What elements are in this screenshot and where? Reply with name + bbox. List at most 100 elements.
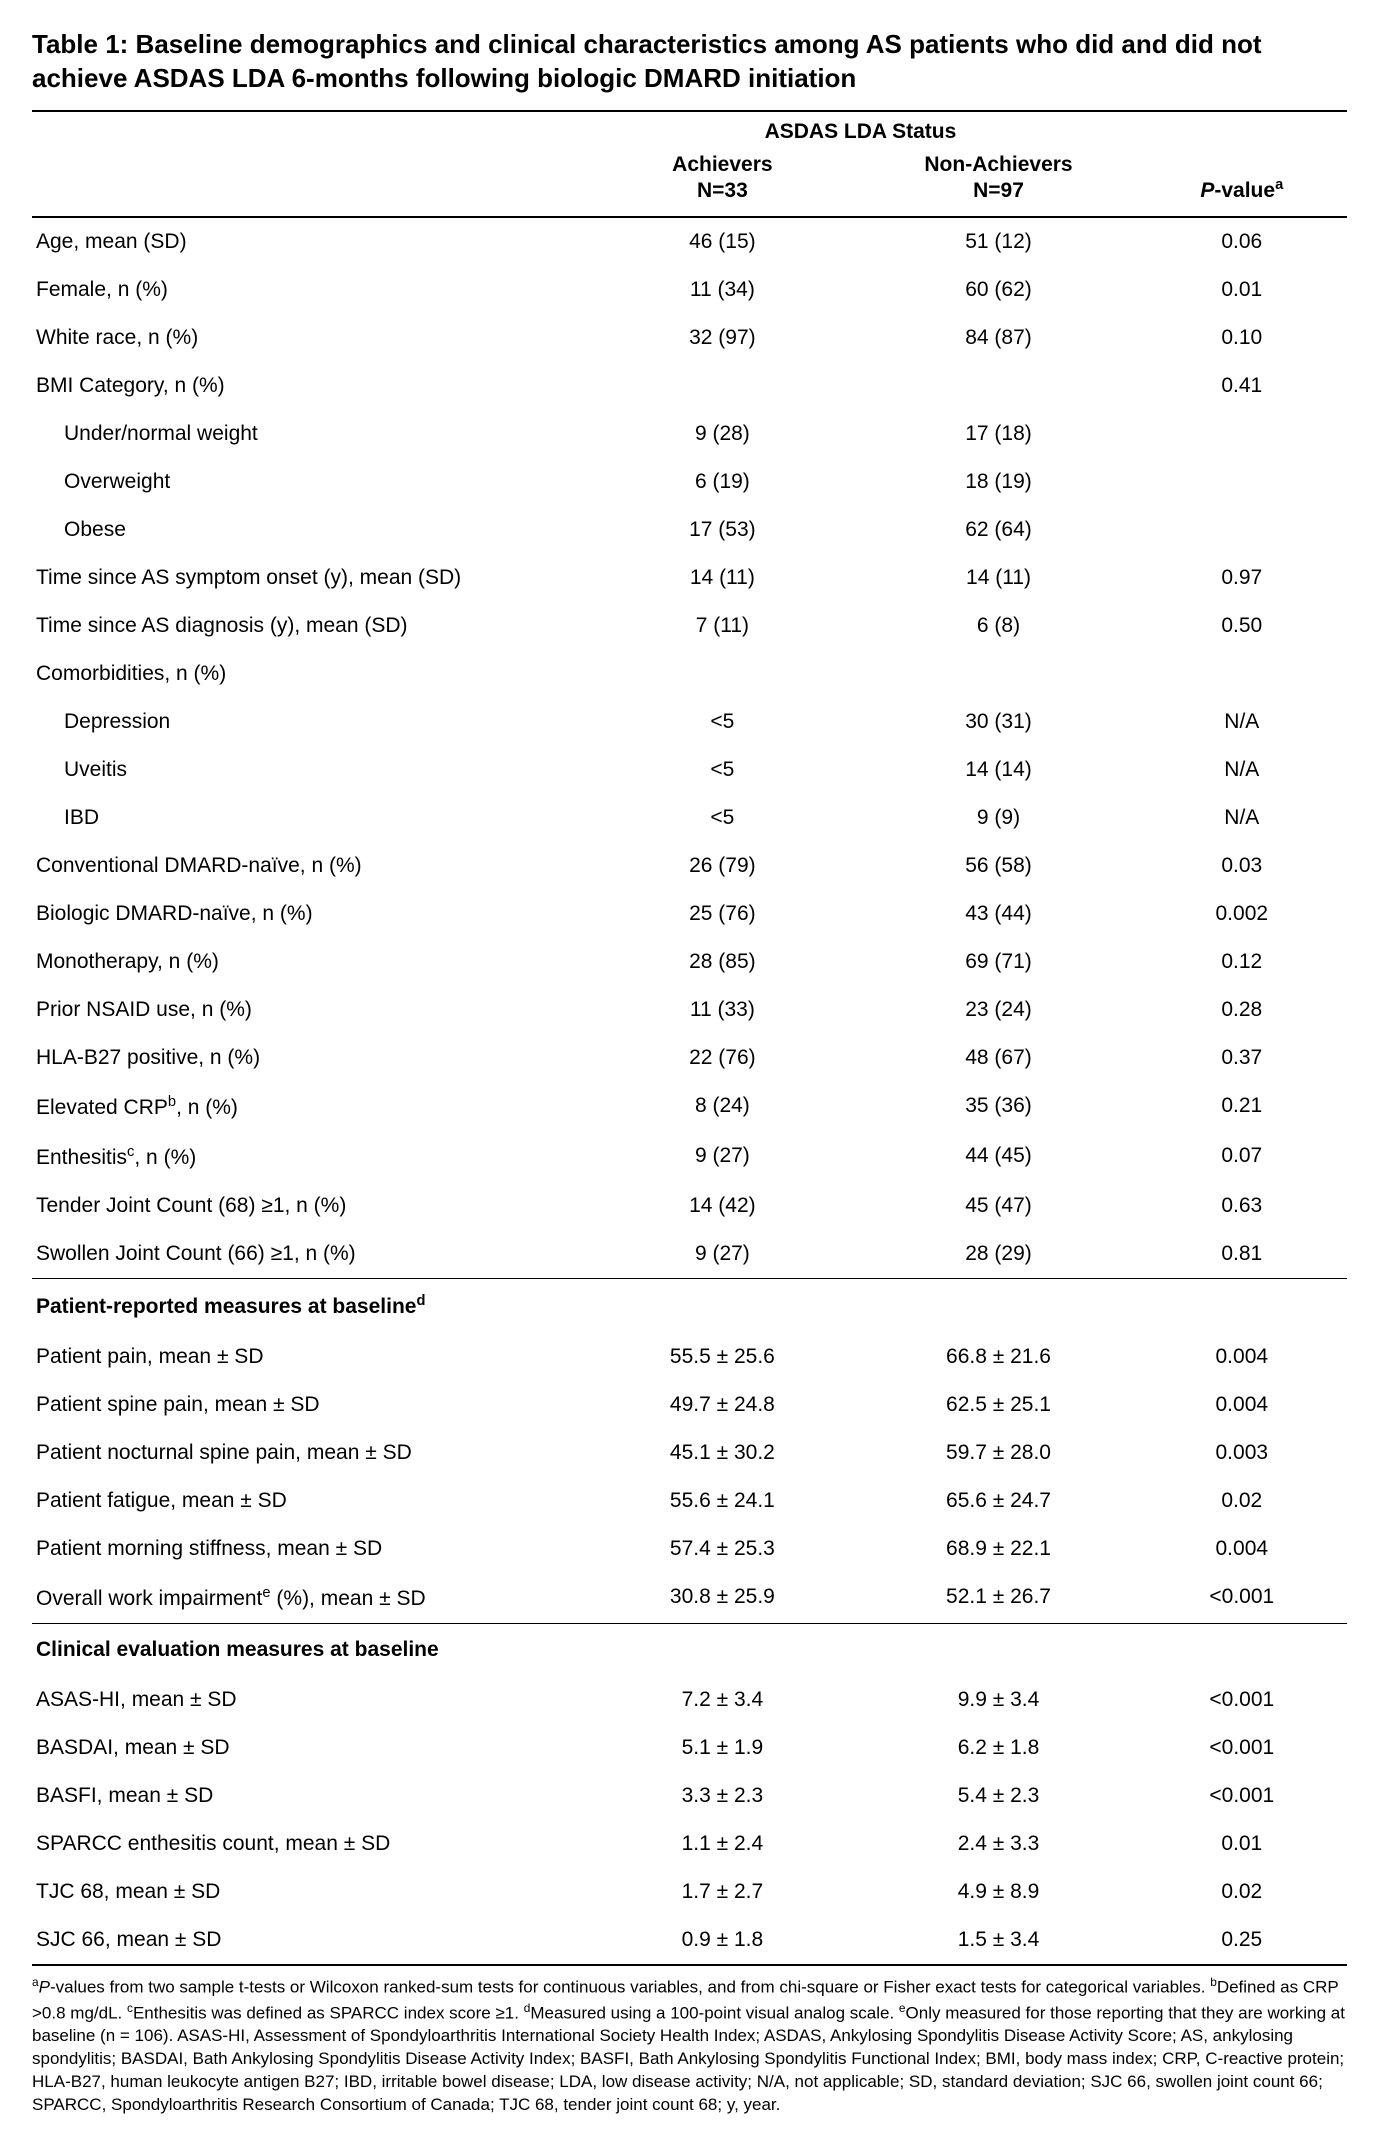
cell-achievers: 0.9 ± 1.8	[584, 1916, 860, 1964]
row-label: BMI Category, n (%)	[32, 362, 584, 410]
cell-nonachievers: 6.2 ± 1.8	[860, 1724, 1136, 1772]
cell-nonachievers: 69 (71)	[860, 938, 1136, 986]
col-blank	[32, 148, 584, 218]
cell-achievers: 30.8 ± 25.9	[584, 1573, 860, 1624]
cell-pvalue: <0.001	[1137, 1573, 1347, 1624]
cell-pvalue: 0.41	[1137, 362, 1347, 410]
row-label: Patient spine pain, mean ± SD	[32, 1381, 584, 1429]
cell-nonachievers: 1.5 ± 3.4	[860, 1916, 1136, 1964]
cell-achievers: 9 (27)	[584, 1230, 860, 1279]
row-label: Patient pain, mean ± SD	[32, 1333, 584, 1381]
cell-nonachievers: 5.4 ± 2.3	[860, 1772, 1136, 1820]
cell-pvalue: 0.06	[1137, 217, 1347, 266]
cell-achievers: 14 (42)	[584, 1182, 860, 1230]
cell-nonachievers: 45 (47)	[860, 1182, 1136, 1230]
cell-pvalue: <0.001	[1137, 1676, 1347, 1724]
table-title: Table 1: Baseline demographics and clini…	[32, 28, 1347, 96]
cell-pvalue: 0.37	[1137, 1034, 1347, 1082]
cell-pvalue: 0.21	[1137, 1082, 1347, 1132]
cell-achievers: 46 (15)	[584, 217, 860, 266]
cell-pvalue: 0.63	[1137, 1182, 1347, 1230]
row-label: Patient fatigue, mean ± SD	[32, 1477, 584, 1525]
cell-pvalue: 0.004	[1137, 1381, 1347, 1429]
cell-nonachievers: 14 (11)	[860, 554, 1136, 602]
row-label: Enthesitisc, n (%)	[32, 1132, 584, 1182]
cell-nonachievers: 52.1 ± 26.7	[860, 1573, 1136, 1624]
cell-achievers: 3.3 ± 2.3	[584, 1772, 860, 1820]
col-nonachievers: Non-AchieversN=97	[860, 148, 1136, 218]
cell-pvalue	[1137, 410, 1347, 458]
cell-nonachievers	[860, 650, 1136, 698]
cell-achievers: 1.7 ± 2.7	[584, 1868, 860, 1916]
cell-pvalue: 0.002	[1137, 890, 1347, 938]
row-label: HLA-B27 positive, n (%)	[32, 1034, 584, 1082]
cell-achievers: 6 (19)	[584, 458, 860, 506]
cell-nonachievers: 43 (44)	[860, 890, 1136, 938]
row-label: Overall work impairmente (%), mean ± SD	[32, 1573, 584, 1624]
cell-nonachievers	[860, 362, 1136, 410]
cell-pvalue	[1137, 506, 1347, 554]
cell-nonachievers: 18 (19)	[860, 458, 1136, 506]
cell-achievers	[584, 650, 860, 698]
row-label: White race, n (%)	[32, 314, 584, 362]
row-label: ASAS-HI, mean ± SD	[32, 1676, 584, 1724]
cell-nonachievers: 48 (67)	[860, 1034, 1136, 1082]
table-header: ASDAS LDA Status AchieversN=33 Non-Achie…	[32, 111, 1347, 218]
cell-pvalue: 0.01	[1137, 1820, 1347, 1868]
cell-nonachievers: 30 (31)	[860, 698, 1136, 746]
cell-nonachievers: 2.4 ± 3.3	[860, 1820, 1136, 1868]
cell-nonachievers: 35 (36)	[860, 1082, 1136, 1132]
row-label: Age, mean (SD)	[32, 217, 584, 266]
cell-nonachievers: 9 (9)	[860, 794, 1136, 842]
cell-achievers: 25 (76)	[584, 890, 860, 938]
row-label: Patient nocturnal spine pain, mean ± SD	[32, 1429, 584, 1477]
table-body: Age, mean (SD)46 (15)51 (12)0.06Female, …	[32, 217, 1347, 1964]
row-label: Comorbidities, n (%)	[32, 650, 584, 698]
cell-pvalue: <0.001	[1137, 1772, 1347, 1820]
cell-nonachievers: 60 (62)	[860, 266, 1136, 314]
col-pvalue: P-valuea	[1137, 148, 1347, 218]
cell-pvalue	[1137, 458, 1347, 506]
cell-pvalue: <0.001	[1137, 1724, 1347, 1772]
cell-achievers: 5.1 ± 1.9	[584, 1724, 860, 1772]
cell-nonachievers: 66.8 ± 21.6	[860, 1333, 1136, 1381]
cell-achievers: <5	[584, 794, 860, 842]
cell-nonachievers: 62 (64)	[860, 506, 1136, 554]
section-header: Patient-reported measures at baselined	[32, 1279, 1347, 1334]
cell-nonachievers: 84 (87)	[860, 314, 1136, 362]
cell-nonachievers: 65.6 ± 24.7	[860, 1477, 1136, 1525]
row-label: Tender Joint Count (68) ≥1, n (%)	[32, 1182, 584, 1230]
row-label: Elevated CRPb, n (%)	[32, 1082, 584, 1132]
cell-pvalue: 0.004	[1137, 1333, 1347, 1381]
row-label: Swollen Joint Count (66) ≥1, n (%)	[32, 1230, 584, 1279]
cell-nonachievers: 6 (8)	[860, 602, 1136, 650]
cell-pvalue: 0.02	[1137, 1477, 1347, 1525]
cell-nonachievers: 14 (14)	[860, 746, 1136, 794]
cell-pvalue: 0.01	[1137, 266, 1347, 314]
cell-achievers: 32 (97)	[584, 314, 860, 362]
cell-nonachievers: 56 (58)	[860, 842, 1136, 890]
cell-pvalue: 0.97	[1137, 554, 1347, 602]
row-label: Patient morning stiffness, mean ± SD	[32, 1525, 584, 1573]
cell-achievers: 7 (11)	[584, 602, 860, 650]
row-label: Prior NSAID use, n (%)	[32, 986, 584, 1034]
cell-pvalue	[1137, 650, 1347, 698]
cell-nonachievers: 62.5 ± 25.1	[860, 1381, 1136, 1429]
cell-achievers: <5	[584, 746, 860, 794]
cell-nonachievers: 17 (18)	[860, 410, 1136, 458]
table-footnotes: aP-values from two sample t-tests or Wil…	[32, 1964, 1347, 2117]
cell-achievers: 45.1 ± 30.2	[584, 1429, 860, 1477]
cell-achievers: 1.1 ± 2.4	[584, 1820, 860, 1868]
cell-achievers: 9 (28)	[584, 410, 860, 458]
row-label: TJC 68, mean ± SD	[32, 1868, 584, 1916]
cell-achievers: 26 (79)	[584, 842, 860, 890]
row-label: Biologic DMARD-naïve, n (%)	[32, 890, 584, 938]
row-label: Time since AS diagnosis (y), mean (SD)	[32, 602, 584, 650]
cell-pvalue: 0.12	[1137, 938, 1347, 986]
cell-nonachievers: 51 (12)	[860, 217, 1136, 266]
row-label: Uveitis	[32, 746, 584, 794]
cell-achievers	[584, 362, 860, 410]
cell-pvalue: 0.07	[1137, 1132, 1347, 1182]
cell-pvalue: 0.28	[1137, 986, 1347, 1034]
cell-pvalue: 0.03	[1137, 842, 1347, 890]
